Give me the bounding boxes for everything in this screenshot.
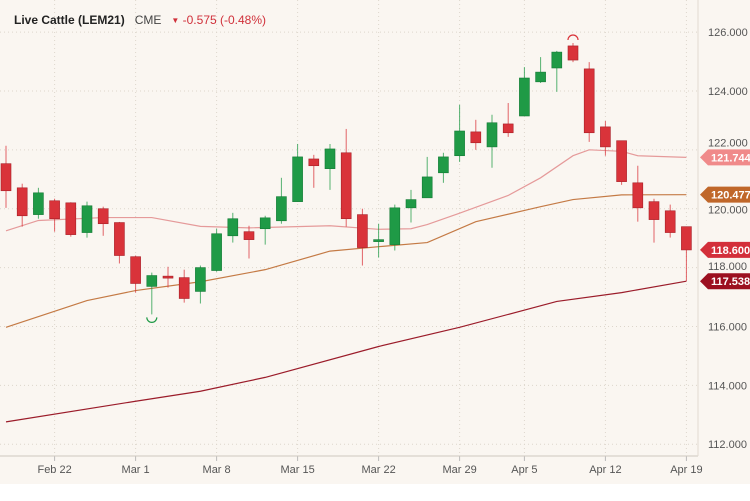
y-tick-label: 114.000 xyxy=(708,380,747,392)
candle-body xyxy=(567,45,579,61)
ma-value-label-1: 121.744 xyxy=(711,152,750,164)
high-marker-icon xyxy=(567,34,579,41)
candle-body xyxy=(178,277,190,299)
moving-average-line-3 xyxy=(5,280,687,423)
candle-body xyxy=(65,202,77,235)
candle-body xyxy=(146,275,158,287)
x-tick-label: Feb 22 xyxy=(37,464,71,476)
candle-body xyxy=(438,156,449,174)
candle-body xyxy=(373,239,384,242)
candle-body xyxy=(664,210,676,233)
y-tick-label: 120.000 xyxy=(708,205,748,217)
candle-body xyxy=(0,163,12,192)
y-tick-label: 122.000 xyxy=(708,137,748,149)
x-tick-label: Mar 22 xyxy=(361,464,395,476)
ma-value-label-3: 117.538 xyxy=(711,276,750,288)
chart-container: 112.000 114.000 116.000 118.000 120.000 122.0… xyxy=(0,0,750,484)
candle-body xyxy=(389,207,401,245)
candle-body xyxy=(292,156,303,202)
candle-body xyxy=(81,205,93,233)
candle-body xyxy=(243,231,255,240)
candle-body xyxy=(49,200,60,220)
candle-body xyxy=(211,233,222,271)
candle-body xyxy=(600,126,611,148)
candle-body xyxy=(162,275,174,279)
candlestick-chart[interactable]: 112.000 114.000 116.000 118.000 120.000 122.0… xyxy=(0,0,750,484)
candle-body xyxy=(33,192,44,215)
ma-value-label-2-bg xyxy=(700,186,750,203)
candle-body xyxy=(357,214,368,248)
chart-header: Live Cattle (LEM21) CME ▼ -0.575 (-0.48%… xyxy=(14,13,266,27)
candle-body xyxy=(276,196,287,222)
x-tick-label: Apr 19 xyxy=(670,464,702,476)
candle-body xyxy=(405,199,417,209)
candle-body xyxy=(632,182,644,209)
x-tick-label: Mar 8 xyxy=(203,464,231,476)
candle-body xyxy=(583,68,595,134)
candle-body xyxy=(454,130,465,157)
candle-body xyxy=(551,51,563,69)
ma-value-label-2: 120.477 xyxy=(711,190,750,202)
y-tick-label: 116.000 xyxy=(708,321,747,333)
last-price-label: 118.600 xyxy=(711,245,750,257)
y-tick-label: 112.000 xyxy=(708,439,747,451)
candle-body xyxy=(259,217,271,230)
candle-body xyxy=(16,187,28,217)
candle-body xyxy=(470,131,482,144)
candle-body xyxy=(648,201,660,220)
candle-body xyxy=(97,208,109,225)
candle-body xyxy=(421,176,433,199)
moving-average-line-1 xyxy=(5,149,687,232)
x-tick-label: Apr 5 xyxy=(511,464,537,476)
candle-body xyxy=(130,256,141,284)
candle-body xyxy=(486,122,498,148)
candle-body xyxy=(502,123,514,134)
candle-body xyxy=(195,267,206,292)
x-tick-label: Mar 15 xyxy=(280,464,314,476)
triangle-down-icon: ▼ xyxy=(171,16,180,25)
ma-value-label-1-bg xyxy=(700,149,750,166)
x-tick-label: Mar 29 xyxy=(442,464,476,476)
candle-body xyxy=(519,77,530,117)
candle-body xyxy=(340,152,352,220)
y-tick-label: 118.000 xyxy=(708,261,747,273)
x-tick-label: Apr 12 xyxy=(589,464,621,476)
price-change: ▼ -0.575 (-0.48%) xyxy=(171,13,266,27)
candle-body xyxy=(308,158,320,167)
candle-body xyxy=(227,218,239,237)
y-tick-label: 124.000 xyxy=(708,86,748,98)
exchange-label: CME xyxy=(134,13,162,27)
y-tick-label: 126.000 xyxy=(708,27,748,39)
price-change-value: -0.575 (-0.48%) xyxy=(182,13,267,27)
low-marker-icon xyxy=(146,317,158,323)
candle-body xyxy=(114,222,125,256)
candle-body xyxy=(681,226,692,251)
ma-value-label-3-bg xyxy=(700,273,750,290)
x-tick-label: Mar 1 xyxy=(122,464,150,476)
last-price-label-bg xyxy=(700,241,750,258)
instrument-title: Live Cattle (LEM21) xyxy=(14,13,125,27)
candle-body xyxy=(324,148,336,169)
candle-body xyxy=(535,71,546,83)
candle-body xyxy=(616,140,627,182)
